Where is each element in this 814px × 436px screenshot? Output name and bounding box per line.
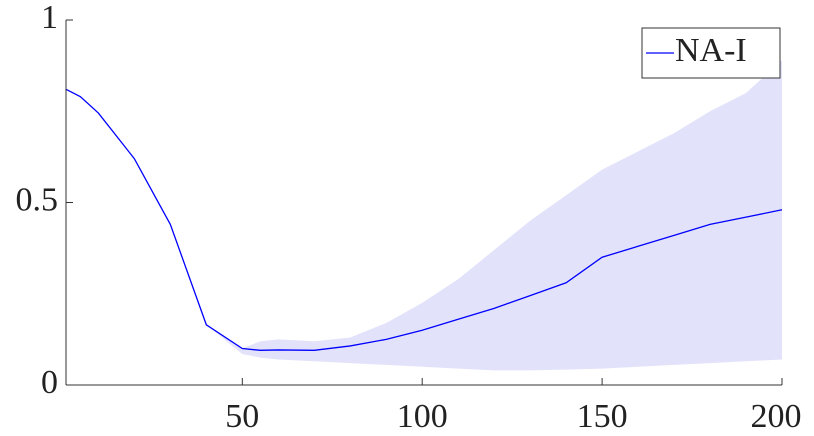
band — [66, 60, 782, 371]
x-tick-label: 100 — [397, 398, 448, 435]
y-tick-label: 0 — [41, 364, 58, 401]
y-tick-label: 0.5 — [16, 181, 59, 218]
x-tick-label: 200 — [751, 398, 802, 435]
line — [65, 88, 783, 351]
x-tick-label: 150 — [577, 398, 628, 435]
legend-label: NA-I — [675, 32, 747, 69]
legend: NA-I — [641, 27, 781, 79]
x-tick-label: 50 — [225, 398, 259, 435]
y-tick-label: 1 — [41, 0, 58, 36]
legend-box — [641, 27, 781, 79]
